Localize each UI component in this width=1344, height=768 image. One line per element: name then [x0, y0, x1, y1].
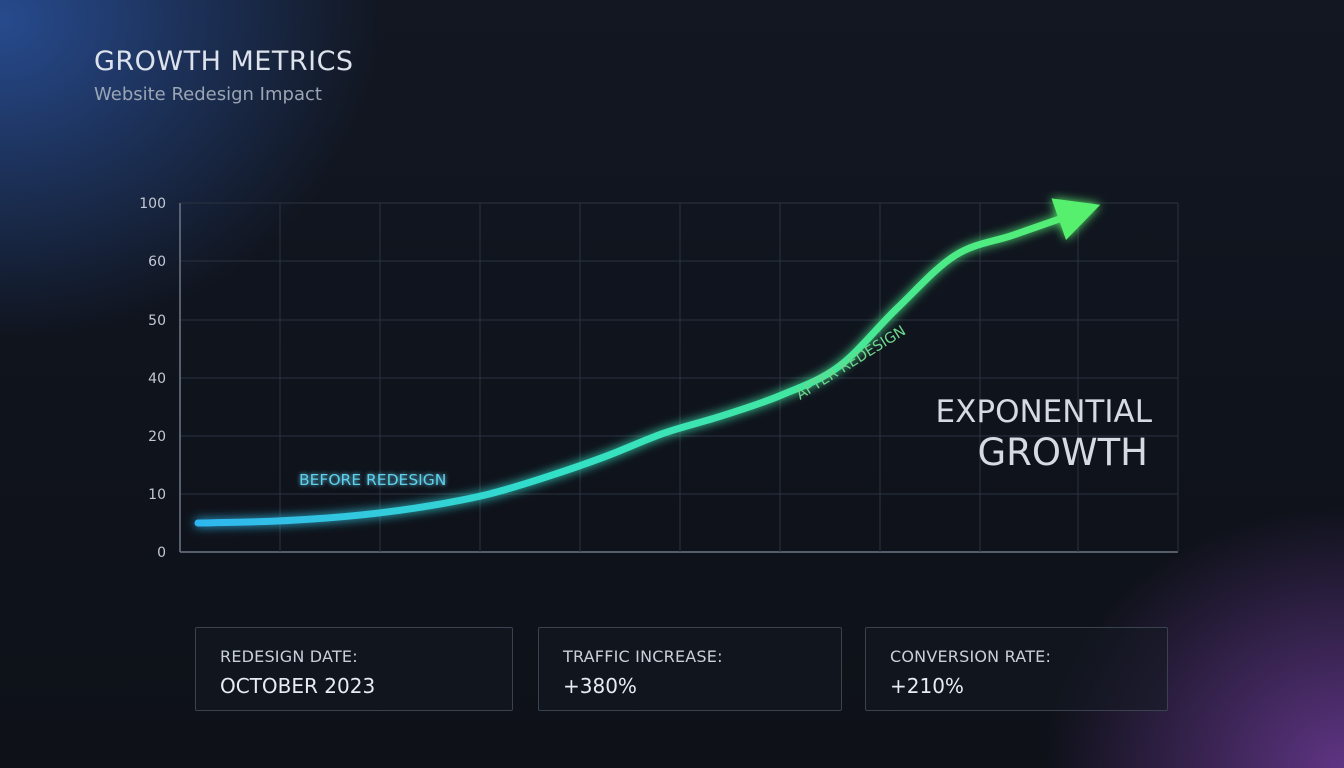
stat-value: +380% — [563, 674, 637, 698]
annotation-after-redesign: AFTER REDESIGN — [794, 323, 909, 403]
y-tick-label: 0 — [157, 545, 166, 561]
stat-card-conversion-rate: CONVERSION RATE: +210% — [865, 627, 1168, 711]
stat-label: CONVERSION RATE: — [890, 647, 1052, 666]
headline-line-2: GROWTH — [977, 431, 1148, 474]
headline-line-1: EXPONENTIAL — [936, 394, 1153, 430]
stat-value: OCTOBER 2023 — [220, 674, 376, 698]
page-subtitle: Website Redesign Impact — [94, 84, 322, 105]
annotation-before-redesign: BEFORE REDESIGN — [299, 471, 446, 489]
y-tick-label: 20 — [148, 429, 166, 445]
stat-label: REDESIGN DATE: — [220, 647, 358, 666]
y-tick-label: 10 — [148, 487, 166, 503]
stat-value: +210% — [890, 674, 964, 698]
y-tick-label: 50 — [148, 313, 166, 329]
y-tick-label: 60 — [148, 254, 166, 270]
chart-grid — [179, 202, 1179, 553]
stat-card-redesign-date: REDESIGN DATE: OCTOBER 2023 — [195, 627, 513, 711]
stat-label: TRAFFIC INCREASE: — [563, 647, 723, 666]
page-title: GROWTH METRICS — [94, 46, 354, 77]
y-tick-label: 40 — [148, 371, 166, 387]
stat-card-traffic-increase: TRAFFIC INCREASE: +380% — [538, 627, 842, 711]
series-line-traffic — [194, 211, 1076, 527]
arrowhead-icon — [1051, 198, 1101, 240]
y-tick-label: 100 — [139, 196, 166, 212]
